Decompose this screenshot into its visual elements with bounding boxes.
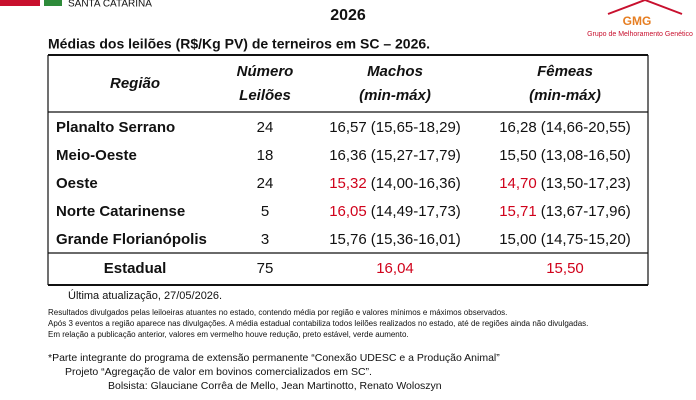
region: Planalto Serrano xyxy=(56,119,175,136)
column-header: Leilões xyxy=(239,87,291,104)
note: Em relação a publicação anterior, valore… xyxy=(48,330,409,339)
mean-value: 16,57 xyxy=(329,119,367,136)
updated: Última atualização, 27/05/2026. xyxy=(68,289,222,302)
credit: Bolsista: Glauciane Corrêa de Mello, Jea… xyxy=(108,380,442,392)
cell: 15,50 (13,08-16,50) xyxy=(499,147,631,164)
region: Oeste xyxy=(56,175,98,192)
mean-value: 15,50 xyxy=(499,147,537,164)
region: Norte Catarinense xyxy=(56,203,185,220)
cell: 14,70 (13,50-17,23) xyxy=(499,175,631,192)
column-header: Fêmeas xyxy=(537,63,593,80)
region: Estadual xyxy=(104,260,167,277)
cell: 15,32 (14,00-16,36) xyxy=(329,175,461,192)
mean-value: 16,28 xyxy=(499,119,537,136)
mean-value: 14,70 xyxy=(499,175,537,192)
count: 24 xyxy=(257,119,274,136)
range-value: (14,66-20,55) xyxy=(541,119,631,136)
column-header: (min-máx) xyxy=(529,87,601,104)
mean-value: 16,05 xyxy=(329,203,367,220)
count: 18 xyxy=(257,147,274,164)
range-value: (13,67-17,96) xyxy=(541,203,631,220)
cell: 16,28 (14,66-20,55) xyxy=(499,119,631,136)
logo-text: GMG xyxy=(623,14,652,28)
column-header: Número xyxy=(237,63,294,80)
region: Meio-Oeste xyxy=(56,147,137,164)
column-header: Machos xyxy=(367,63,423,80)
count: 24 xyxy=(257,175,274,192)
logo-mark xyxy=(0,0,40,6)
mean-value: 15,50 xyxy=(546,260,584,277)
mean-value: 15,76 xyxy=(329,231,367,248)
range-value: (13,08-16,50) xyxy=(541,147,631,164)
range-value: (15,65-18,29) xyxy=(371,119,461,136)
cell: 15,50 xyxy=(546,260,584,277)
cell: 16,05 (14,49-17,73) xyxy=(329,203,461,220)
range-value: (15,27-17,79) xyxy=(371,147,461,164)
cell: 15,76 (15,36-16,01) xyxy=(329,231,461,248)
table-caption: Médias dos leilões (R$/Kg PV) de terneir… xyxy=(48,36,430,52)
table xyxy=(47,54,649,286)
mean-value: 15,00 xyxy=(499,231,537,248)
column-header: (min-máx) xyxy=(359,87,431,104)
note: Após 3 eventos a região aparece nas divu… xyxy=(48,319,588,328)
org-name: SANTA CATARINA xyxy=(68,0,152,10)
mean-value: 15,71 xyxy=(499,203,537,220)
range-value: (14,00-16,36) xyxy=(371,175,461,192)
mean-value: 15,32 xyxy=(329,175,367,192)
logo-caption: Grupo de Melhoramento Genético xyxy=(587,31,693,38)
range-value: (14,75-15,20) xyxy=(541,231,631,248)
range-value: (14,49-17,73) xyxy=(371,203,461,220)
count: 5 xyxy=(261,203,269,220)
logo-mark xyxy=(44,0,62,6)
range-value: (15,36-16,01) xyxy=(371,231,461,248)
cell: 16,57 (15,65-18,29) xyxy=(329,119,461,136)
mean-value: 16,04 xyxy=(376,260,414,277)
region: Grande Florianópolis xyxy=(56,231,207,248)
column-header: Região xyxy=(110,75,160,92)
range-value: (13,50-17,23) xyxy=(541,175,631,192)
count: 3 xyxy=(261,231,269,248)
cell: 15,71 (13,67-17,96) xyxy=(499,203,631,220)
title: 2026 xyxy=(330,7,366,24)
logo-roof xyxy=(607,0,683,15)
credit: *Parte integrante do programa de extensã… xyxy=(48,352,500,364)
note: Resultados divulgados pelas leiloeiras a… xyxy=(48,308,507,317)
count: 75 xyxy=(257,260,274,277)
cell: 16,04 xyxy=(376,260,414,277)
mean-value: 16,36 xyxy=(329,147,367,164)
credit: Projeto “Agregação de valor em bovinos c… xyxy=(65,366,372,378)
cell: 16,36 (15,27-17,79) xyxy=(329,147,461,164)
cell: 15,00 (14,75-15,20) xyxy=(499,231,631,248)
